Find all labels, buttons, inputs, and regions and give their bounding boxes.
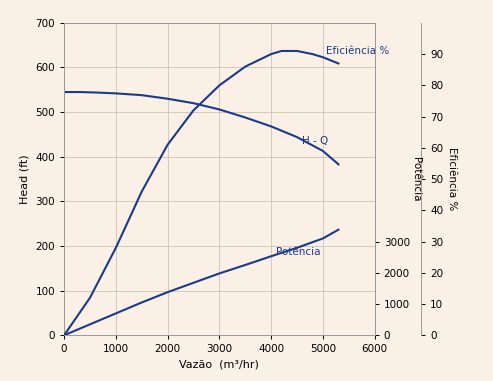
Y-axis label: Head (ft): Head (ft) [20, 154, 30, 204]
Text: H - Q: H - Q [302, 136, 328, 146]
Y-axis label: Eficiência %: Eficiência % [447, 147, 458, 211]
Text: Potência: Potência [276, 248, 321, 258]
Y-axis label: Potência: Potência [411, 157, 421, 201]
X-axis label: Vazão  (m³/hr): Vazão (m³/hr) [179, 360, 259, 370]
Text: Eficiência %: Eficiência % [325, 46, 389, 56]
